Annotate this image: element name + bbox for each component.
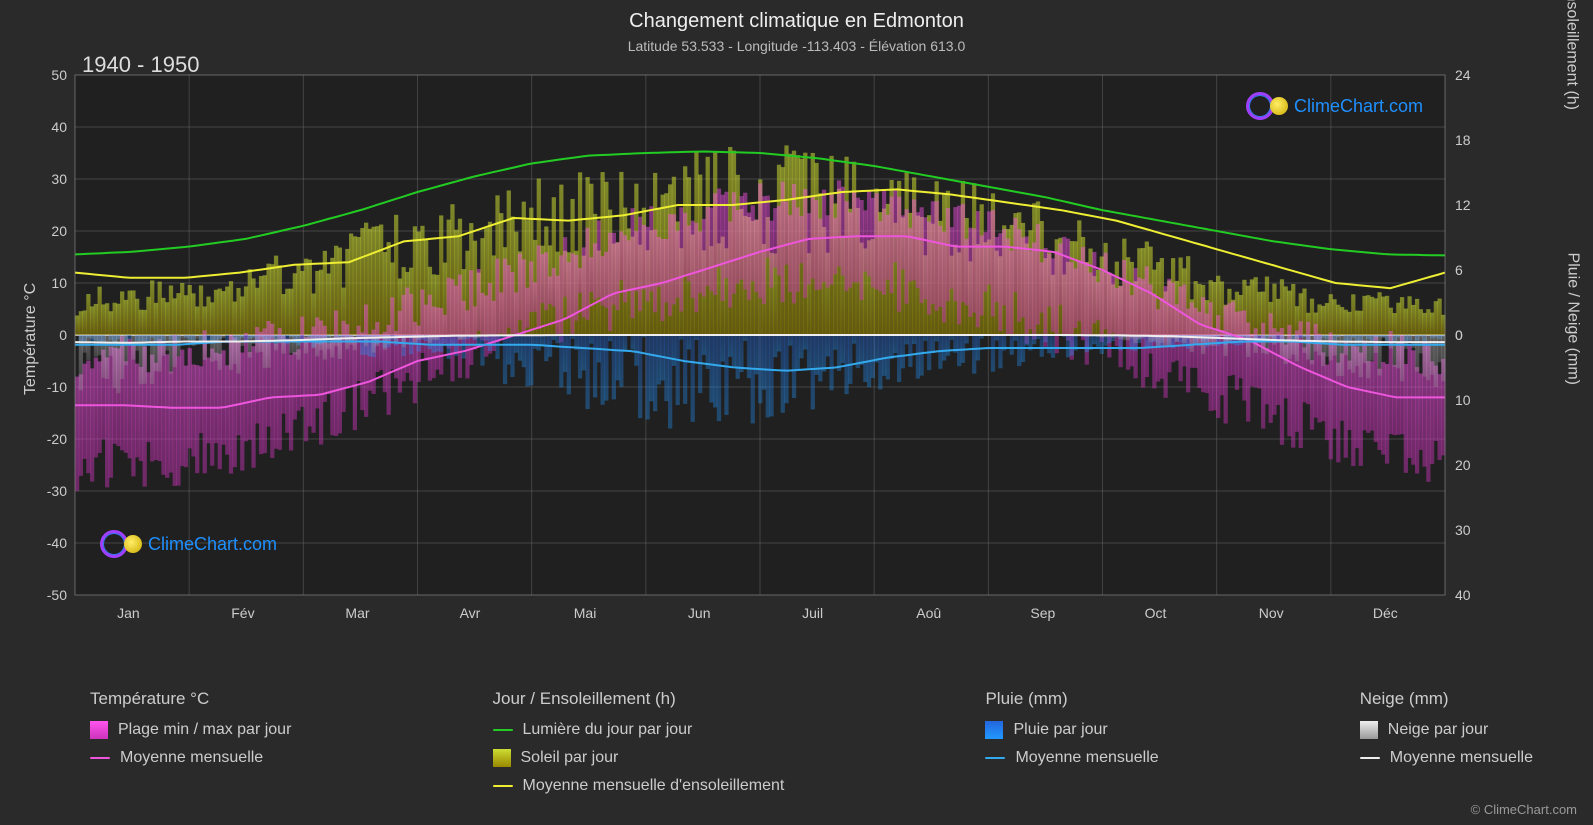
y-right-top-tick: 6	[1455, 262, 1463, 278]
legend-item: Moyenne mensuelle	[985, 749, 1158, 767]
x-month-tick: Déc	[1373, 605, 1398, 621]
y-right-bottom-tick: 0	[1455, 327, 1463, 343]
y-left-tick: -10	[47, 379, 67, 395]
y-left-tick: -50	[47, 587, 67, 603]
x-month-tick: Fév	[231, 605, 254, 621]
legend-item: Plage min / max par jour	[90, 721, 291, 739]
y-right-top-tick: 12	[1455, 197, 1471, 213]
legend-swatch-icon	[493, 749, 511, 767]
legend-label: Soleil par jour	[521, 749, 619, 767]
legend-label: Moyenne mensuelle	[1015, 749, 1158, 767]
legend-swatch-icon	[1360, 721, 1378, 739]
y-left-tick: 30	[51, 171, 67, 187]
legend-line-icon	[493, 729, 513, 731]
legend-swatch-icon	[985, 721, 1003, 739]
legend-label: Plage min / max par jour	[118, 721, 291, 739]
legend-heading: Pluie (mm)	[985, 689, 1158, 709]
legend-label: Moyenne mensuelle d'ensoleillement	[523, 777, 785, 795]
legend-item: Neige par jour	[1360, 721, 1533, 739]
x-month-tick: Sep	[1030, 605, 1055, 621]
legend-swatch-icon	[90, 721, 108, 739]
y-left-tick: -20	[47, 431, 67, 447]
legend-heading: Jour / Ensoleillement (h)	[493, 689, 785, 709]
y-right-bottom-tick: 30	[1455, 522, 1471, 538]
legend-heading: Neige (mm)	[1360, 689, 1533, 709]
legend-line-icon	[985, 757, 1005, 759]
legend-line-icon	[493, 785, 513, 787]
logo-sun-icon	[1270, 97, 1288, 115]
y-left-tick: -30	[47, 483, 67, 499]
legend-item: Moyenne mensuelle	[90, 749, 291, 767]
y-left-tick: -40	[47, 535, 67, 551]
legend-line-icon	[1360, 757, 1380, 759]
legend-item: Moyenne mensuelle d'ensoleillement	[493, 777, 785, 795]
logo-text: ClimeChart.com	[1294, 96, 1423, 117]
x-month-tick: Jan	[117, 605, 140, 621]
x-month-tick: Jun	[688, 605, 711, 621]
y-left-tick: 20	[51, 223, 67, 239]
legend-label: Lumière du jour par jour	[523, 721, 693, 739]
y-right-bottom-tick: 10	[1455, 392, 1471, 408]
x-month-tick: Avr	[460, 605, 481, 621]
chart-container: Changement climatique en Edmonton Latitu…	[0, 0, 1593, 825]
legend-group: Pluie (mm) Pluie par jour Moyenne mensuell…	[985, 689, 1158, 795]
x-month-tick: Aoû	[916, 605, 941, 621]
x-month-tick: Nov	[1259, 605, 1284, 621]
legend-label: Neige par jour	[1388, 721, 1489, 739]
legend-item: Soleil par jour	[493, 749, 785, 767]
y-right-top-tick: 18	[1455, 132, 1471, 148]
logo-text: ClimeChart.com	[148, 534, 277, 555]
legend-item: Moyenne mensuelle	[1360, 749, 1533, 767]
legend-line-icon	[90, 757, 110, 759]
y-left-tick: 10	[51, 275, 67, 291]
y-right-top-tick: 24	[1455, 67, 1471, 83]
y-left-tick: 0	[59, 327, 67, 343]
legend-label: Moyenne mensuelle	[1390, 749, 1533, 767]
legend-label: Pluie par jour	[1013, 721, 1107, 739]
legend-item: Lumière du jour par jour	[493, 721, 785, 739]
x-month-tick: Mai	[574, 605, 597, 621]
y-left-tick: 50	[51, 67, 67, 83]
legend-heading: Température °C	[90, 689, 291, 709]
x-month-tick: Oct	[1145, 605, 1167, 621]
y-right-bottom-tick: 20	[1455, 457, 1471, 473]
legend: Température °C Plage min / max par jour Mo…	[90, 689, 1533, 795]
y-left-tick: 40	[51, 119, 67, 135]
legend-group: Neige (mm) Neige par jour Moyenne mensuell…	[1360, 689, 1533, 795]
legend-label: Moyenne mensuelle	[120, 749, 263, 767]
legend-group: Jour / Ensoleillement (h) Lumière du jour…	[493, 689, 785, 795]
legend-group: Température °C Plage min / max par jour Mo…	[90, 689, 291, 795]
logo-sun-icon	[124, 535, 142, 553]
legend-item: Pluie par jour	[985, 721, 1158, 739]
x-month-tick: Juil	[802, 605, 823, 621]
copyright-text: © ClimeChart.com	[1471, 802, 1577, 817]
y-right-bottom-tick: 40	[1455, 587, 1471, 603]
climechart-logo-bottom: ClimeChart.com	[100, 530, 277, 558]
climechart-logo-top: ClimeChart.com	[1246, 92, 1423, 120]
x-month-tick: Mar	[345, 605, 369, 621]
